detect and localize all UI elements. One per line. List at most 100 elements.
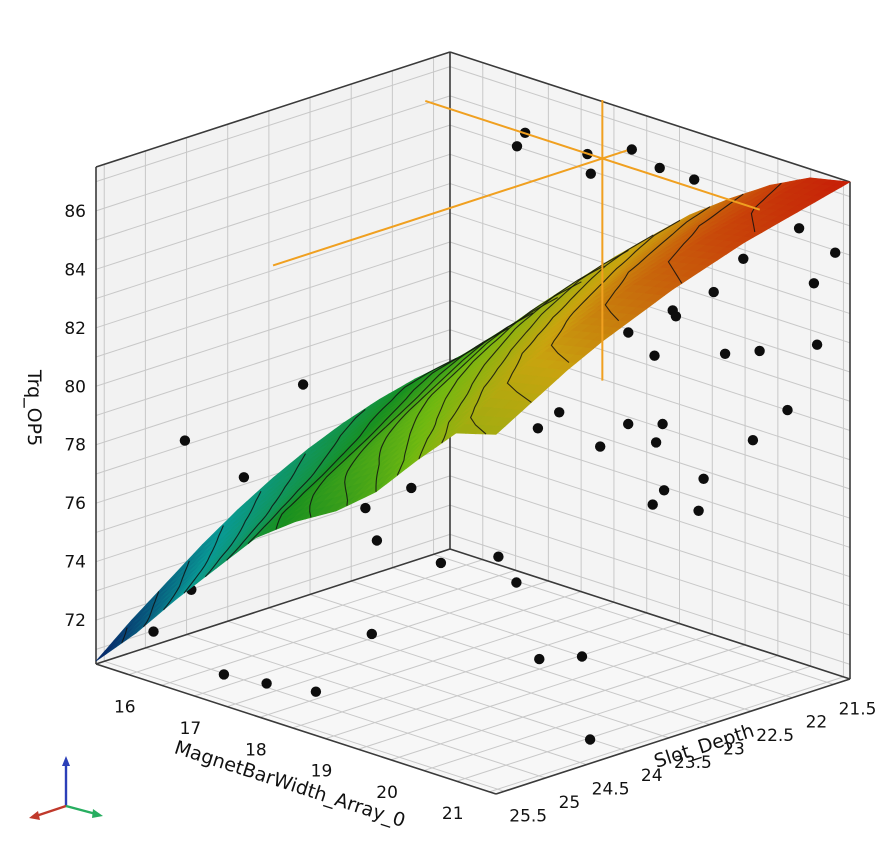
box-edge	[95, 663, 497, 795]
y-tick-label: 23	[723, 740, 745, 760]
wall-gridline	[95, 475, 451, 592]
contour-line	[163, 560, 190, 611]
floor-gridline	[128, 559, 483, 676]
data-point	[623, 418, 634, 430]
y-tick-label: 22	[806, 713, 828, 733]
data-point	[584, 734, 596, 745]
triad-z-arrow	[62, 756, 70, 766]
wall-gridline	[95, 95, 451, 212]
contour-line	[469, 249, 629, 435]
data-point	[811, 339, 823, 350]
x-tick-label: 16	[114, 698, 136, 718]
z-tick-label: 82	[64, 319, 86, 339]
wall-gridline	[449, 270, 851, 402]
data-point	[623, 327, 634, 338]
tick-labels: 72 74 76 78 80 82 84 86 16 17 18 19 20 21 21.5 22 22.5 23…	[64, 202, 876, 826]
floor-gridline	[309, 593, 711, 725]
floor	[96, 549, 850, 794]
data-point	[719, 348, 731, 359]
y-tick-label: 24	[641, 766, 663, 786]
y-tick-label: 21.5	[839, 699, 877, 719]
data-point	[830, 247, 841, 258]
data-point	[371, 535, 383, 546]
data-point	[747, 435, 759, 446]
wall-gridline	[449, 504, 851, 636]
data-point	[179, 435, 191, 446]
contour-line	[275, 357, 457, 530]
z-tick-label: 76	[64, 494, 86, 514]
data-point	[238, 472, 250, 483]
contour-line	[183, 525, 224, 594]
orientation-triad-icon	[29, 756, 103, 820]
data-point	[793, 223, 805, 234]
floor-gridline	[325, 623, 680, 740]
data-point	[532, 423, 544, 434]
wall-gridline	[95, 329, 451, 446]
data-point	[654, 162, 665, 174]
wall-gridline	[95, 270, 451, 387]
x-tick-label: 17	[180, 719, 202, 739]
data-point	[297, 379, 309, 390]
data-point	[670, 311, 682, 322]
x-tick-label: 21	[442, 804, 464, 824]
box-edge	[449, 51, 851, 183]
data-point	[650, 437, 662, 448]
z-tick-label: 86	[64, 202, 86, 222]
contour-line	[204, 491, 262, 578]
surface-facet	[485, 425, 506, 435]
floor-gridline	[227, 620, 628, 752]
floor-gridline	[186, 634, 587, 766]
data-point	[511, 577, 522, 588]
floor-gridline	[456, 665, 811, 782]
wall-gridline	[449, 416, 851, 548]
contour-line	[375, 312, 534, 492]
crosshair-line	[272, 149, 628, 267]
data-point	[366, 628, 377, 640]
data-point	[649, 350, 660, 361]
data-point	[218, 669, 230, 680]
data-point	[406, 482, 417, 494]
floor-gridline	[104, 660, 505, 792]
contour-line	[750, 182, 782, 233]
box-edge	[95, 51, 451, 168]
wall-gridline	[449, 475, 851, 607]
data-point	[148, 626, 159, 637]
wall-gridline	[95, 358, 451, 475]
triad-x-axis	[35, 804, 67, 818]
wall-gridline	[449, 153, 851, 285]
data-point	[585, 168, 596, 179]
data-point	[493, 551, 504, 562]
floor-gridline	[145, 647, 546, 779]
data-point	[782, 404, 793, 416]
data-point	[693, 505, 704, 516]
floor-gridline	[390, 644, 746, 761]
wall-gridline	[449, 533, 851, 665]
data-point	[261, 678, 272, 689]
box-edge	[495, 678, 851, 795]
z-tick-label: 84	[64, 260, 86, 280]
y-tick-label: 23.5	[674, 753, 712, 773]
box-edge	[449, 548, 851, 680]
contour-line	[418, 281, 582, 460]
floor-gridline	[351, 580, 752, 712]
data-point	[689, 174, 700, 185]
floor-gridline	[259, 601, 615, 718]
wall-gridline	[95, 183, 451, 300]
data-point	[708, 286, 719, 298]
z-tick-label: 74	[64, 553, 86, 573]
data-point	[698, 473, 709, 484]
crosshair-line	[424, 100, 761, 211]
data-point	[658, 485, 670, 496]
y-tick-label: 25	[559, 793, 581, 813]
z-axis-title: Trq_OP5	[23, 369, 45, 446]
wall-gridline	[95, 300, 451, 416]
wall-gridline	[449, 66, 851, 198]
data-point	[310, 686, 322, 697]
wall-gridline	[95, 212, 451, 329]
data-point	[576, 651, 588, 662]
wall-gridline	[95, 124, 451, 241]
data-point	[738, 253, 749, 264]
floor-gridline	[433, 553, 834, 685]
